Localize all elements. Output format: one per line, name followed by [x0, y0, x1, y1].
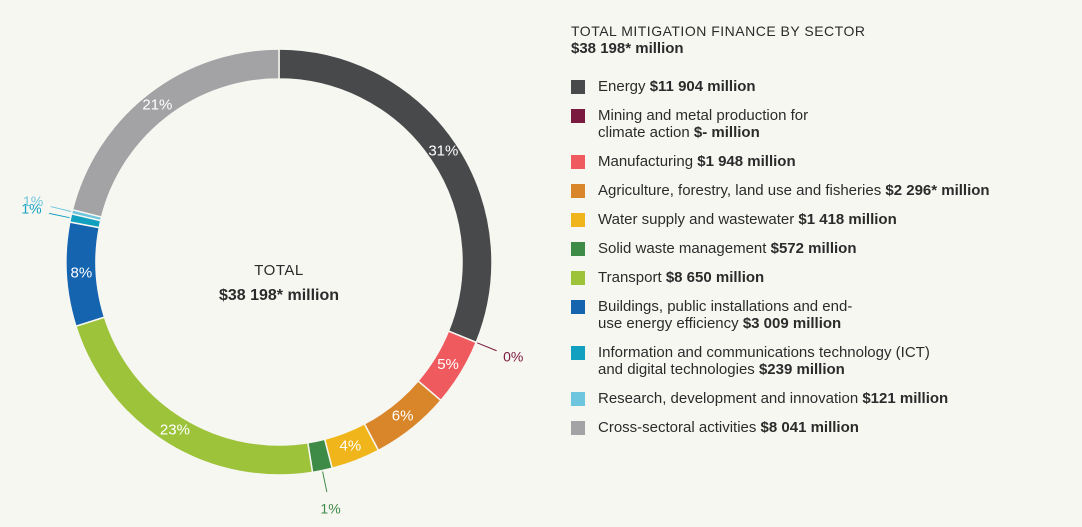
legend-name: Information and communications technolog…	[598, 344, 930, 378]
leader-line	[476, 342, 497, 352]
legend-item: Buildings, public installations and end-…	[571, 298, 990, 332]
legend-swatch	[571, 242, 585, 256]
segment-label: 1%	[21, 200, 41, 216]
legend-item: Water supply and wastewater $1 418 milli…	[571, 211, 990, 228]
segment-label: 1%	[23, 193, 43, 209]
legend-text: Water supply and wastewater $1 418 milli…	[598, 211, 897, 228]
legend-item: Agriculture, forestry, land use and fish…	[571, 182, 990, 199]
legend-text: Agriculture, forestry, land use and fish…	[598, 182, 990, 199]
segment-label: 0%	[503, 348, 523, 364]
legend-amount: $1 948 million	[697, 153, 796, 170]
legend-text: Energy $11 904 million	[598, 78, 756, 95]
donut-segment	[71, 48, 280, 218]
legend-amount: $3 009 million	[742, 315, 842, 332]
legend-item: Transport $8 650 million	[571, 269, 990, 286]
legend-text: Solid waste management $572 million	[598, 240, 856, 257]
legend-text: Information and communications technolog…	[598, 344, 933, 378]
legend-amount: $8 041 million	[760, 419, 859, 436]
legend-item: Information and communications technolog…	[571, 344, 990, 378]
legend-swatch	[571, 213, 585, 227]
legend-name: Water supply and wastewater	[598, 211, 795, 228]
legend-item: Cross-sectoral activities $8 041 million	[571, 419, 990, 436]
legend: TOTAL MITIGATION FINANCE BY SECTOR $38 1…	[571, 22, 990, 448]
legend-amount: $11 904 million	[649, 78, 756, 95]
legend-name: Manufacturing	[598, 153, 694, 170]
legend-name: Energy	[598, 78, 646, 95]
legend-name: Mining and metal production for climate …	[598, 107, 809, 141]
legend-swatch	[571, 109, 585, 123]
legend-title: TOTAL MITIGATION FINANCE BY SECTOR	[571, 23, 866, 39]
legend-name: Transport	[598, 269, 662, 286]
segment-label: 31%	[428, 143, 458, 160]
legend-amount: $8 650 million	[665, 269, 765, 286]
legend-swatch	[571, 300, 585, 314]
legend-text: Mining and metal production for climate …	[598, 107, 843, 141]
center-label: TOTAL	[254, 262, 303, 279]
legend-amount: $572 million	[770, 240, 857, 257]
legend-text: Buildings, public installations and end-…	[598, 298, 873, 332]
segment-label: 5%	[437, 356, 459, 373]
center-total: $38 198* million	[219, 287, 339, 304]
legend-item: Mining and metal production for climate …	[571, 107, 990, 141]
legend-text: Research, development and innovation $12…	[598, 390, 948, 407]
segment-label: 6%	[392, 408, 414, 425]
legend-item: Manufacturing $1 948 million	[571, 153, 990, 170]
legend-swatch	[571, 271, 585, 285]
legend-name: Cross-sectoral activities	[598, 419, 757, 436]
legend-swatch	[571, 346, 585, 360]
legend-swatch	[571, 155, 585, 169]
legend-name: Agriculture, forestry, land use and fish…	[598, 182, 882, 199]
legend-text: Transport $8 650 million	[598, 269, 764, 286]
legend-item: Solid waste management $572 million	[571, 240, 990, 257]
leader-line	[322, 471, 328, 493]
legend-item: Research, development and innovation $12…	[571, 390, 990, 407]
legend-amount: $- million	[693, 124, 760, 141]
leader-line	[50, 206, 72, 212]
legend-text: Cross-sectoral activities $8 041 million	[598, 419, 859, 436]
segment-label: 1%	[320, 500, 340, 516]
leader-line	[48, 212, 70, 219]
segment-label: 4%	[340, 438, 362, 455]
legend-name: Buildings, public installations and end-…	[598, 298, 853, 332]
legend-total: $38 198* million	[571, 40, 684, 57]
legend-name: Research, development and innovation	[598, 390, 859, 407]
legend-name: Solid waste management	[598, 240, 767, 257]
donut-segment	[74, 316, 314, 476]
legend-amount: $1 418 million	[798, 211, 897, 228]
legend-swatch	[571, 80, 585, 94]
legend-amount: $239 million	[758, 361, 845, 378]
legend-swatch	[571, 184, 585, 198]
segment-label: 8%	[70, 265, 92, 282]
legend-item: Energy $11 904 million	[571, 78, 990, 95]
legend-swatch	[571, 421, 585, 435]
legend-amount: $121 million	[862, 390, 949, 407]
chart: TOTAL $38 198* million 31% 0% 5% 6% 4% 1% 23% 8…	[21, 48, 523, 516]
legend-amount: $2 296* million	[885, 182, 990, 199]
legend-text: Manufacturing $1 948 million	[598, 153, 796, 170]
segment-label: 23%	[160, 421, 190, 438]
segment-label: 21%	[142, 97, 172, 114]
legend-swatch	[571, 392, 585, 406]
